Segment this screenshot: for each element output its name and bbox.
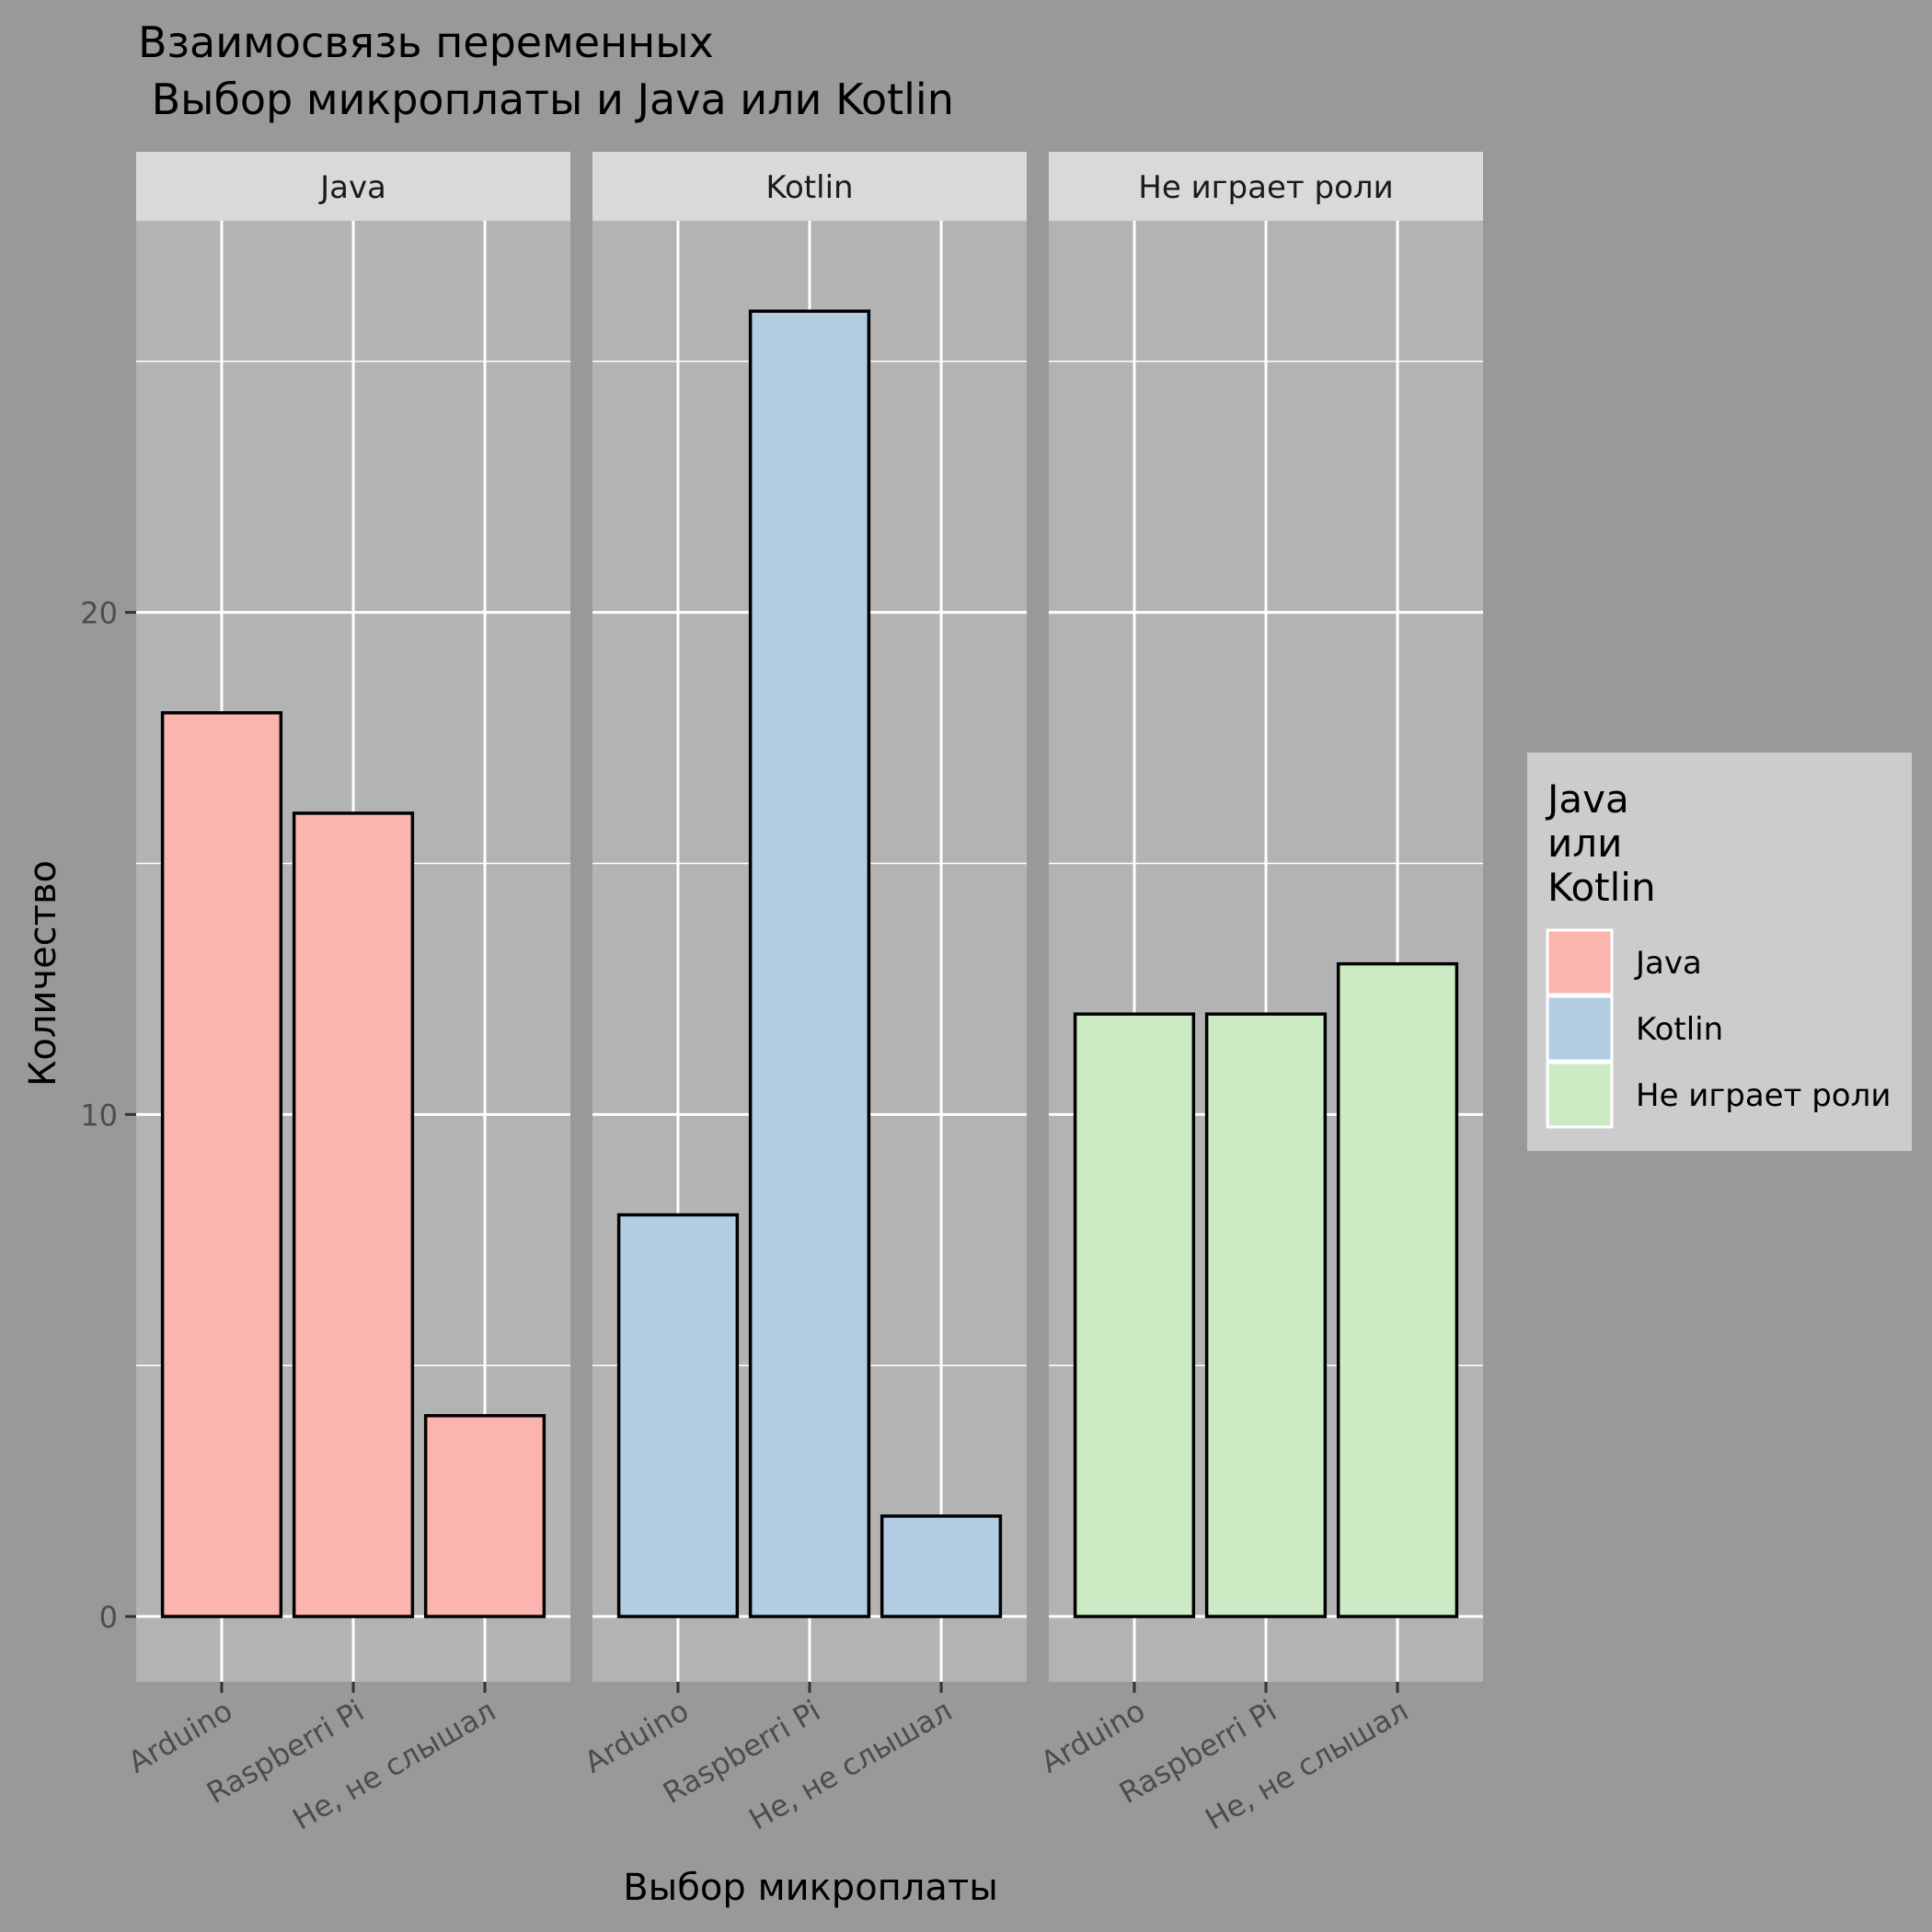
- legend-label: Java: [1634, 945, 1702, 982]
- y-tick-label: 10: [80, 1098, 118, 1133]
- y-axis: 0 10 20: [80, 596, 136, 1635]
- legend-title-line: или: [1547, 821, 1622, 866]
- bar: [292, 811, 415, 1618]
- legend-key: [1546, 1061, 1614, 1129]
- bar: [880, 1514, 1003, 1618]
- legend-label: Не играет роли: [1636, 1077, 1891, 1114]
- bar: [423, 1414, 546, 1618]
- legend-label: Kotlin: [1636, 1011, 1723, 1048]
- bar: [616, 1213, 740, 1618]
- facet-strip-label: Java: [318, 169, 386, 206]
- facet-strip-label: Не играет роли: [1138, 169, 1393, 206]
- facet-strip: [592, 152, 1027, 221]
- y-tick-label: 0: [99, 1600, 118, 1635]
- facet-strip-label: Kotlin: [765, 169, 853, 206]
- legend-key: [1546, 928, 1614, 996]
- chart-title-line1: Взаимосвязь переменных: [138, 17, 714, 67]
- bar: [1336, 961, 1459, 1618]
- chart-title-line2: Выбор микроплаты и Java или Kotlin: [138, 75, 954, 124]
- facet-strip: [136, 152, 570, 221]
- legend-title-line: Kotlin: [1547, 865, 1656, 910]
- bar: [1204, 1012, 1328, 1618]
- bar: [1073, 1012, 1196, 1618]
- bar: [160, 711, 283, 1618]
- legend-key: [1546, 995, 1614, 1063]
- y-tick-label: 20: [80, 596, 118, 631]
- legend-title-line: Java: [1545, 776, 1629, 822]
- bar: [748, 309, 871, 1618]
- facet-strip: [1049, 152, 1483, 221]
- y-axis-label: Количество: [22, 860, 64, 1087]
- x-axis-label: Выбор микроплаты: [623, 1867, 998, 1909]
